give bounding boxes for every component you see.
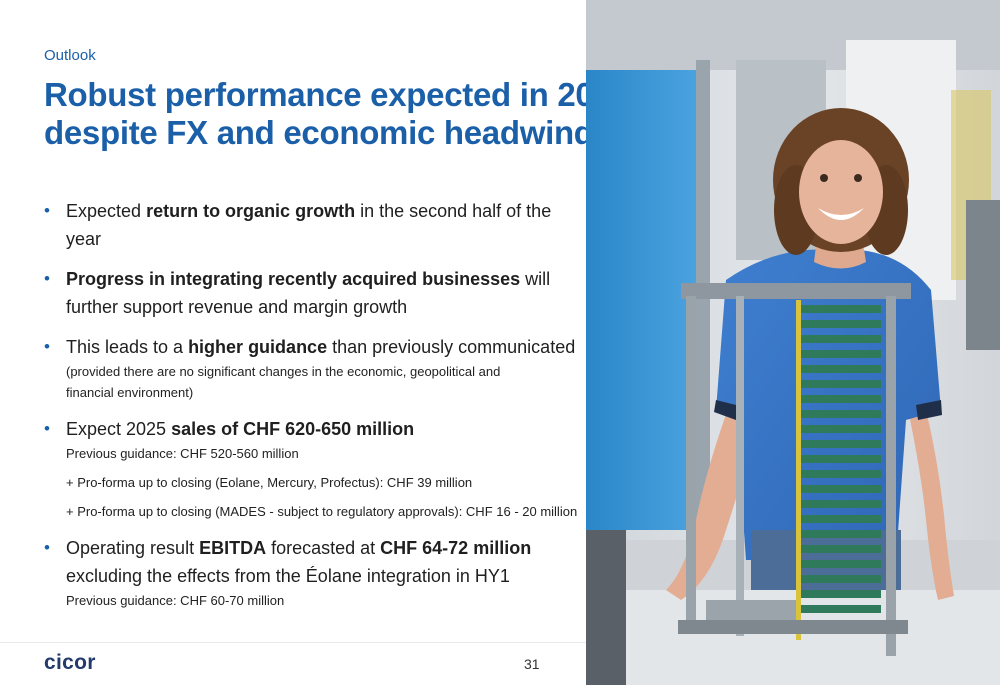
page-number: 31 [524, 656, 540, 672]
bullet-dot: • [44, 538, 50, 557]
bullet-subline: Previous guidance: CHF 520-560 million [66, 446, 299, 461]
bullet-text: Progress in integrating recently acquire… [66, 269, 551, 289]
bullet-text-line2: further support revenue and margin growt… [66, 297, 408, 317]
title-line-1: Robust performance expected in 2025 [44, 76, 630, 113]
bullet-text: Expected return to organic growth in the… [66, 201, 552, 249]
bullet-item: • Expect 2025 sales of CHF 620-650 milli… [44, 415, 584, 522]
bullet-subline: Previous guidance: CHF 60-70 million [66, 593, 285, 608]
bullet-item: • This leads to a higher guidance than p… [44, 333, 584, 403]
bullet-subline: + Pro-forma up to closing (MADES - subje… [66, 504, 578, 519]
bullet-item: • Progress in integrating recently acqui… [44, 265, 584, 321]
lab-photo-illustration [586, 0, 1000, 685]
bullet-item: • Expected return to organic growth in t… [44, 197, 584, 253]
bullet-dot: • [44, 419, 50, 438]
bullet-text: Operating result EBITDA forecasted at CH… [66, 538, 532, 558]
bullet-item: • Operating result EBITDA forecasted at … [44, 534, 584, 611]
section-label: Outlook [44, 47, 96, 64]
bullet-list: • Expected return to organic growth in t… [44, 197, 584, 611]
bullet-dot: • [44, 269, 50, 288]
cicor-logo: cicor [44, 651, 96, 674]
page-title: Robust performance expected in 2025 desp… [44, 76, 630, 152]
bullet-text: This leads to a higher guidance than pre… [66, 337, 576, 357]
bullet-dot: • [44, 201, 50, 220]
bullet-text: Expect 2025 sales of CHF 620-650 million [66, 419, 415, 439]
bullet-note: (provided there are no significant chang… [66, 364, 501, 400]
footer-divider [0, 642, 586, 643]
bullet-text-line2: excluding the effects from the Éolane in… [66, 566, 510, 586]
bullet-dot: • [44, 337, 50, 356]
text-panel: Outlook Robust performance expected in 2… [0, 47, 630, 674]
bullet-subline: + Pro-forma up to closing (Eolane, Mercu… [66, 475, 473, 490]
title-line-2: despite FX and economic headwinds [44, 114, 612, 151]
lab-photo [586, 0, 1000, 685]
